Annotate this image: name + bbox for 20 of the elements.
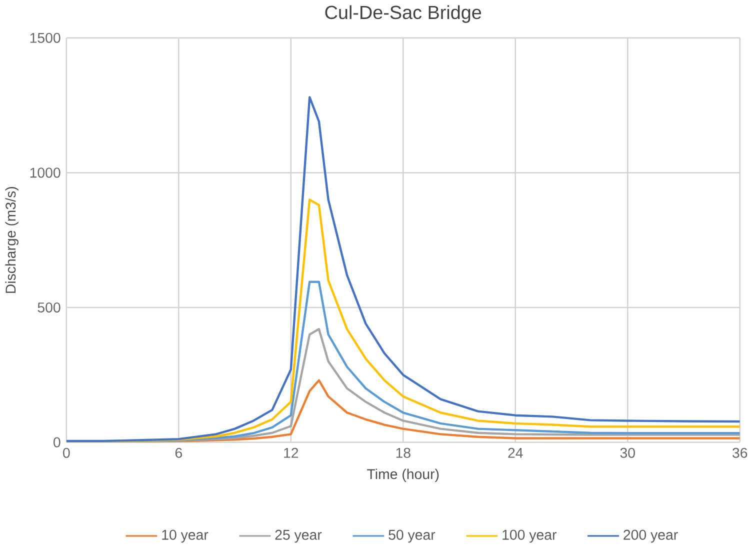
x-tick-label: 30 [620,448,635,458]
x-axis-title: Time (hour) [367,468,439,482]
y-tick-label: 500 [38,302,60,312]
legend-label: 25 year [275,530,322,542]
x-tick-label: 12 [284,448,298,458]
chart-title: Cul-De-Sac Bridge [325,5,482,23]
y-tick-label: 0 [54,437,60,448]
x-tick-label: 18 [396,448,410,458]
x-tick-label: 36 [732,448,748,458]
x-tick-label: 24 [508,448,523,458]
y-tick-label: 1000 [30,167,60,178]
x-tick-label: 0 [63,448,70,458]
legend-label: 10 year [162,530,208,542]
line-series [66,96,740,442]
legend-label: 100 year [502,530,557,542]
legend-label: 200 year [624,530,678,542]
y-axis-title: Discharge (m3/s) [5,186,18,293]
legend-label: 50 year [388,530,436,542]
x-tick-label: 6 [175,448,182,458]
y-tick-label: 1500 [30,32,60,43]
